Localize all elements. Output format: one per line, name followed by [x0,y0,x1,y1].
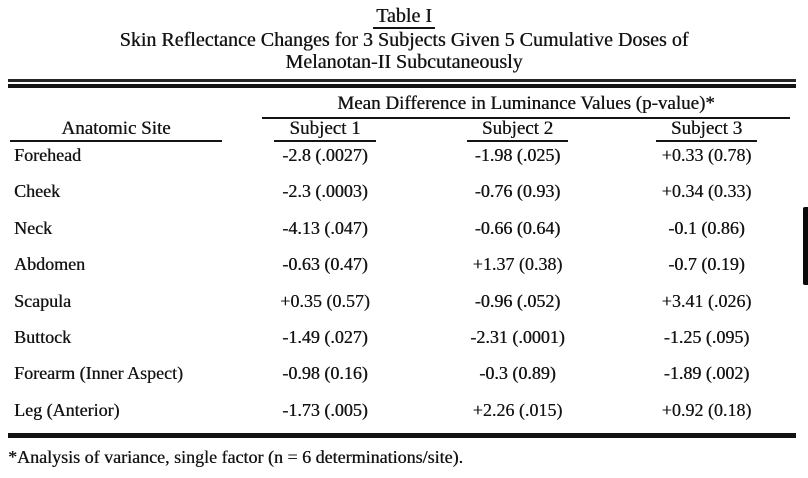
table-row-neck: Neck -4.13 (.047) -0.66 (0.64) -0.1 (0.8… [8,215,798,251]
subject2-value-cell: +1.37 (0.38) [472,254,563,275]
column-header-subject-3: Subject 3 [615,119,798,142]
table-number-label: Table I [373,5,435,29]
table-spanning-header-row: Mean Difference in Luminance Values (p-v… [8,92,798,119]
column-header-subject-1-label: Subject 1 [274,119,376,142]
subject3-value-cell: -0.1 (0.86) [668,217,745,238]
subject2-value-cell: -0.66 (0.64) [474,217,561,238]
subject1-value-cell: -0.98 (0.16) [282,363,368,384]
table-row-leg: Leg (Anterior) -1.73 (.005) +2.26 (.015)… [8,397,798,433]
subject2-value-cell: -0.3 (0.89) [479,363,556,384]
subject1-value-cell: -0.63 (0.47) [282,254,368,275]
column-header-subject-3-label: Subject 3 [655,119,758,142]
site-cell: Forehead [14,145,81,165]
subject1-value-cell: -2.8 (.0027) [282,145,368,165]
table-row-cheek: Cheek -2.3 (.0003) -0.76 (0.93) +0.34 (0… [8,178,798,214]
table-row-scapula: Scapula +0.35 (0.57) -0.96 (.052) +3.41 … [8,288,798,324]
table-row-abdomen: Abdomen -0.63 (0.47) +1.37 (0.38) -0.7 (… [8,251,798,287]
column-header-anatomic-site: Anatomic Site [8,119,230,142]
subject3-value-cell: -0.7 (0.19) [668,254,745,275]
subject3-value-cell: +0.34 (0.33) [661,181,752,202]
column-header-subject-2-label: Subject 2 [466,119,569,142]
table-footnote: *Analysis of variance, single factor (n … [8,447,464,468]
site-cell: Scapula [14,290,71,311]
column-header-subject-1: Subject 1 [230,119,420,142]
site-cell: Abdomen [14,254,85,275]
table-caption-line-1: Skin Reflectance Changes for 3 Subjects … [119,29,689,51]
site-cell: Forearm (Inner Aspect) [14,363,183,384]
site-cell: Leg (Anterior) [14,399,120,420]
column-header-subject-2: Subject 2 [420,119,615,142]
site-cell: Buttock [14,326,71,347]
subject2-value-cell: -0.96 (.052) [474,290,561,311]
top-double-rule [8,79,796,88]
subject2-value-cell: -0.76 (0.93) [474,181,561,202]
subject1-value-cell: -1.49 (.027) [282,326,368,347]
subject1-value-cell: -2.3 (.0003) [282,181,368,202]
subject1-value-cell: -1.73 (.005) [282,399,368,420]
spanning-header-spacer [8,92,230,119]
subject3-value-cell: +0.33 (0.78) [661,145,752,165]
subject3-value-cell: -1.25 (.095) [663,326,750,347]
table-number-heading: Table I [0,5,808,29]
bottom-rule [8,433,796,439]
subject3-value-cell: +3.41 (.026) [661,290,752,311]
subject2-value-cell: -2.31 (.0001) [470,326,565,347]
subject2-value-cell: +2.26 (.015) [472,399,563,420]
table-body: Forehead -2.8 (.0027) -1.98 (.025) +0.33… [0,142,808,433]
subject2-value-cell: -1.98 (.025) [474,145,561,165]
subject3-value-cell: +0.92 (0.18) [661,399,752,420]
site-cell: Cheek [14,181,60,202]
subject1-value-cell: +0.35 (0.57) [280,290,370,311]
column-header-anatomic-site-label: Anatomic Site [10,119,222,142]
spanning-header-cell: Mean Difference in Luminance Values (p-v… [230,92,798,119]
table-caption-line-2: Melanotan-II Subcutaneously [285,51,523,73]
subject3-value-cell: -1.89 (.002) [663,363,750,384]
scan-edge-artifact [803,207,808,285]
table-row-buttock: Buttock -1.49 (.027) -2.31 (.0001) -1.25… [8,324,798,360]
table-column-header-row: Anatomic Site Subject 1 Subject 2 Subjec… [8,119,798,142]
table-title-block: Table I Skin Reflectance Changes for 3 S… [0,0,808,73]
spanning-header-label: Mean Difference in Luminance Values (p-v… [262,92,790,119]
subject1-value-cell: -4.13 (.047) [282,217,368,238]
table-row-forehead: Forehead -2.8 (.0027) -1.98 (.025) +0.33… [8,142,798,178]
site-cell: Neck [14,217,52,238]
table-row-forearm: Forearm (Inner Aspect) -0.98 (0.16) -0.3… [8,360,798,396]
